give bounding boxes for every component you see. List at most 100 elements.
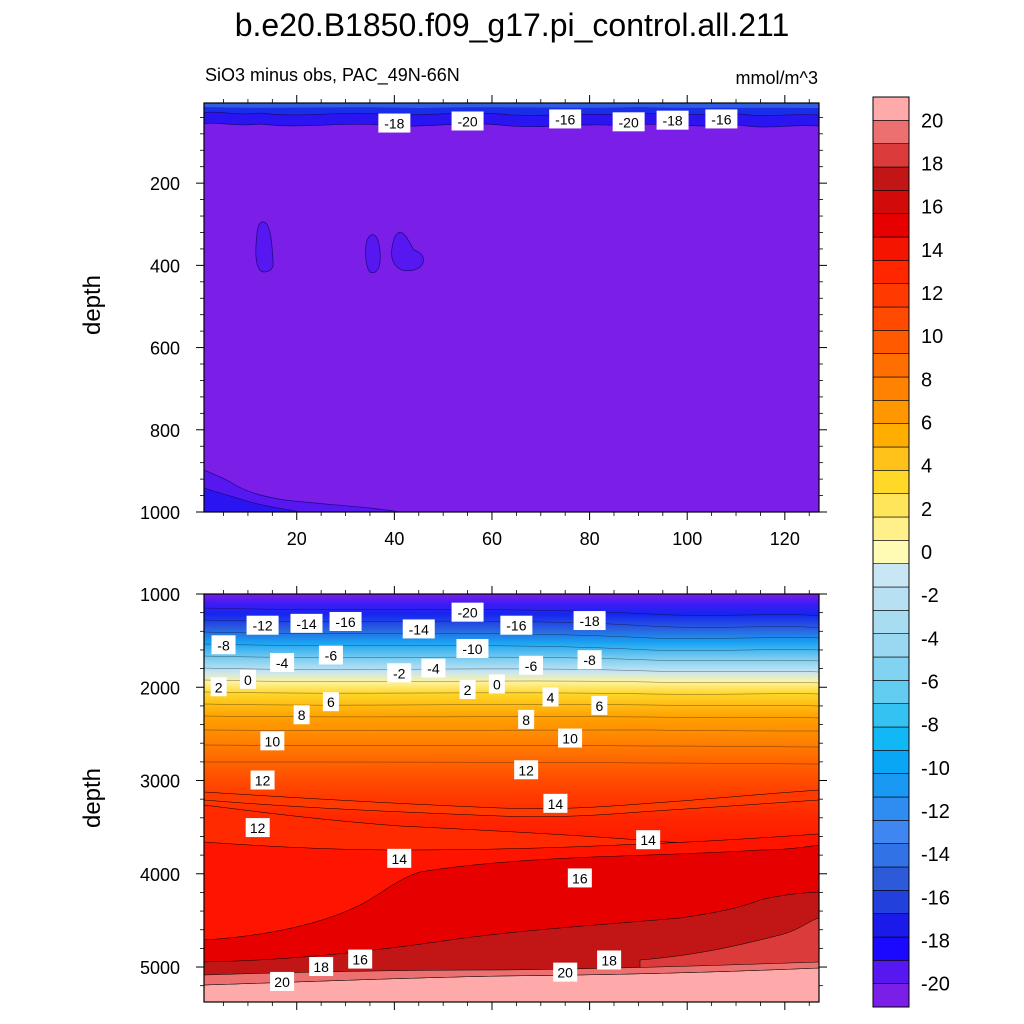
upper-subtitle-right: mmol/m^3 bbox=[736, 68, 818, 88]
upper-plot-area: -18 -20 -16 -20 -18 -16 bbox=[204, 103, 819, 512]
colorbar-box bbox=[872, 190, 910, 214]
colorbar-tick-label: 12 bbox=[921, 283, 943, 305]
contour-label-box bbox=[705, 109, 738, 129]
upper-y-tick-label: 400 bbox=[150, 256, 180, 276]
contour-label-text: 12 bbox=[250, 820, 266, 836]
contour-label: 14 bbox=[636, 830, 661, 850]
colorbar-box bbox=[872, 796, 910, 821]
contour-label-text: 6 bbox=[595, 698, 603, 714]
colorbar-box bbox=[872, 633, 910, 658]
contour-label: -12 bbox=[246, 615, 279, 635]
contour-label: -6 bbox=[318, 645, 343, 665]
contour-label-box bbox=[558, 728, 583, 748]
lower-y-tick-label: 1000 bbox=[140, 585, 180, 605]
contour-label: -8 bbox=[577, 650, 602, 670]
colorbar-box bbox=[872, 983, 910, 1008]
contour-label: -16 bbox=[329, 611, 362, 631]
contour-label-box bbox=[514, 760, 539, 780]
upper-subtitle-left: SiO3 minus obs, PAC_49N-66N bbox=[205, 65, 460, 86]
colorbar-box bbox=[872, 330, 910, 354]
contour-label: 20 bbox=[553, 962, 578, 982]
upper-x-tick-label: 20 bbox=[287, 529, 307, 549]
colorbar-tick-label: -20 bbox=[921, 974, 950, 996]
contour-label-text: -20 bbox=[457, 113, 477, 129]
colorbar-tick-label: -12 bbox=[921, 801, 950, 823]
contour-label-text: -14 bbox=[409, 621, 429, 637]
contour-label: -2 bbox=[387, 663, 412, 683]
contour-label-text: -16 bbox=[555, 111, 575, 127]
colorbar-box bbox=[872, 960, 910, 984]
colorbar-box bbox=[872, 843, 910, 868]
colorbar-box bbox=[872, 563, 910, 588]
colorbar-box bbox=[872, 773, 910, 798]
lower-y-tick-label: 2000 bbox=[140, 678, 180, 698]
contour-label-text: -16 bbox=[506, 618, 526, 634]
colorbar-box bbox=[872, 446, 910, 471]
contour-label-text: 16 bbox=[352, 952, 368, 968]
colorbar-box bbox=[872, 236, 910, 261]
colorbar-box bbox=[872, 610, 910, 634]
colorbar-tick-label: 2 bbox=[921, 499, 932, 521]
contour-label-text: 18 bbox=[601, 953, 617, 969]
colorbar-tick-label: -14 bbox=[921, 844, 950, 866]
contour-label-box bbox=[322, 692, 339, 712]
contour-label-box bbox=[421, 658, 446, 678]
contour-label: -18 bbox=[378, 113, 411, 133]
contour-label-text: 14 bbox=[548, 796, 564, 812]
colorbar-box bbox=[872, 166, 910, 191]
lower-y-tick-label: 4000 bbox=[140, 865, 180, 885]
contour-label-box bbox=[549, 109, 582, 129]
contour-label: 2 bbox=[459, 680, 476, 700]
colorbar-box bbox=[872, 890, 910, 914]
contour-label-text: -20 bbox=[457, 605, 477, 621]
upper-y-tick-label: 1000 bbox=[140, 503, 180, 523]
colorbar-box bbox=[872, 516, 910, 541]
contour-label-box bbox=[573, 611, 606, 631]
contour-label-box bbox=[210, 677, 227, 697]
upper-x-tick-label: 60 bbox=[482, 529, 502, 549]
contour-label-text: -12 bbox=[252, 618, 272, 634]
colorbar-tick-label: -6 bbox=[921, 672, 939, 694]
colorbar-box bbox=[872, 96, 910, 121]
contour-label-box bbox=[211, 635, 236, 655]
contour-label: -8 bbox=[211, 635, 236, 655]
contour-label-text: -8 bbox=[583, 652, 596, 668]
colorbar-box bbox=[872, 143, 910, 168]
upper-plot-frame bbox=[203, 102, 820, 513]
colorbar-box bbox=[872, 493, 910, 518]
contour-label: 14 bbox=[543, 793, 568, 813]
contour-label-text: -20 bbox=[619, 114, 639, 130]
colorbar-tick-label: 20 bbox=[921, 110, 943, 132]
upper-field-background bbox=[204, 103, 819, 512]
colorbar-tick-label: -8 bbox=[921, 715, 939, 737]
upper-x-tick-label: 120 bbox=[770, 529, 800, 549]
contour-label: -14 bbox=[290, 613, 323, 633]
upper-blob-2 bbox=[365, 234, 381, 274]
contour-label: -16 bbox=[549, 109, 582, 129]
colorbar-box bbox=[872, 376, 910, 401]
colorbar-box bbox=[872, 656, 910, 681]
contour-label: -18 bbox=[573, 611, 606, 631]
contour-label-box bbox=[656, 110, 689, 130]
upper-blob-1 bbox=[255, 221, 274, 273]
contour-label-box bbox=[577, 650, 602, 670]
colorbar-tick-label: -10 bbox=[921, 758, 950, 780]
colorbar-box bbox=[872, 936, 910, 961]
contour-label-text: 14 bbox=[391, 851, 407, 867]
contour-label-text: 0 bbox=[244, 672, 252, 688]
colorbar-box bbox=[872, 283, 910, 308]
colorbar-box bbox=[872, 540, 910, 564]
contour-label-box bbox=[519, 655, 544, 675]
contour-label: -20 bbox=[451, 602, 484, 622]
contour-label-box bbox=[402, 619, 435, 639]
contour-label-box bbox=[329, 611, 362, 631]
contour-label: 20 bbox=[270, 971, 295, 991]
contour-label: 6 bbox=[322, 692, 339, 712]
contour-label-box bbox=[239, 669, 256, 689]
contour-label: 16 bbox=[348, 949, 373, 969]
lower-y-tick-label: 3000 bbox=[140, 772, 180, 792]
colorbar-box bbox=[872, 703, 910, 728]
contour-label-box bbox=[597, 950, 622, 970]
contour-label-box bbox=[500, 615, 533, 635]
